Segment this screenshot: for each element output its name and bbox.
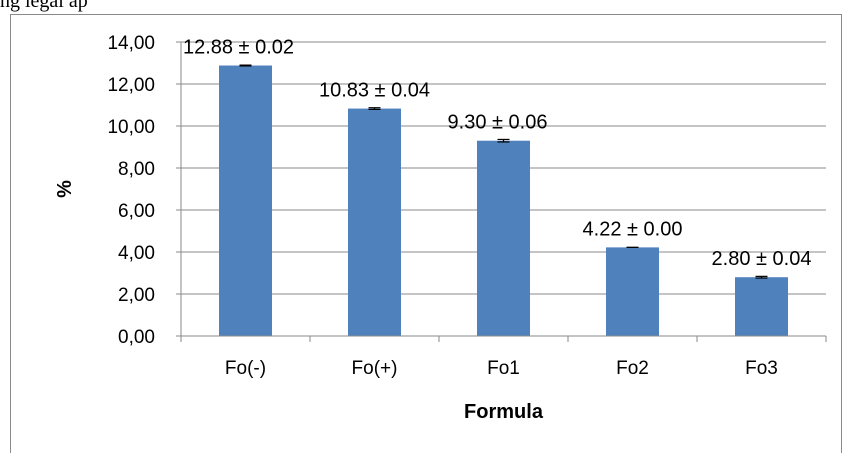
axes: [176, 41, 827, 342]
data-label: 9.30 ± 0.06: [448, 112, 548, 134]
x-tick-label: Fo(+): [352, 358, 398, 379]
bar: [477, 140, 530, 336]
x-tick-labels: Fo(-) Fo(+) Fo1 Fo2 Fo3: [225, 358, 778, 379]
y-tick-label: 12,00: [107, 75, 155, 96]
x-axis-title: Formula: [464, 401, 544, 423]
y-axis-title: %: [54, 180, 76, 198]
y-tick-label: 4,00: [118, 243, 155, 264]
y-tick-label: 8,00: [118, 159, 155, 180]
bar: [606, 247, 659, 336]
chart-frame: [10, 14, 842, 453]
y-tick-label: 6,00: [118, 201, 155, 222]
bar: [735, 277, 788, 336]
y-tick-labels: 0,00 2,00 4,00 6,00 8,00 10,00 12,00 14,00: [107, 33, 155, 348]
data-label: 4.22 ± 0.00: [583, 218, 683, 240]
bars: [219, 65, 788, 337]
y-tick-label: 2,00: [118, 285, 155, 306]
bar: [219, 65, 272, 337]
data-labels: 12.88 ± 0.02 10.83 ± 0.04 9.30 ± 0.06 4.22 …: [183, 37, 812, 271]
error-bars: [239, 64, 768, 279]
y-tick-label: 10,00: [107, 117, 155, 138]
x-tick-label: Fo3: [745, 358, 778, 379]
x-tick-label: Fo1: [487, 358, 520, 379]
data-label: 12.88 ± 0.02: [183, 37, 294, 59]
x-tick-label: Fo2: [616, 358, 649, 379]
data-label: 10.83 ± 0.04: [319, 80, 430, 102]
x-tick-label: Fo(-): [225, 358, 266, 379]
bar: [348, 108, 401, 336]
data-label: 2.80 ± 0.04: [712, 248, 812, 270]
y-tick-label: 14,00: [107, 33, 155, 54]
page-top-text: ng legal ap: [0, 0, 88, 12]
y-tick-label: 0,00: [118, 327, 155, 348]
